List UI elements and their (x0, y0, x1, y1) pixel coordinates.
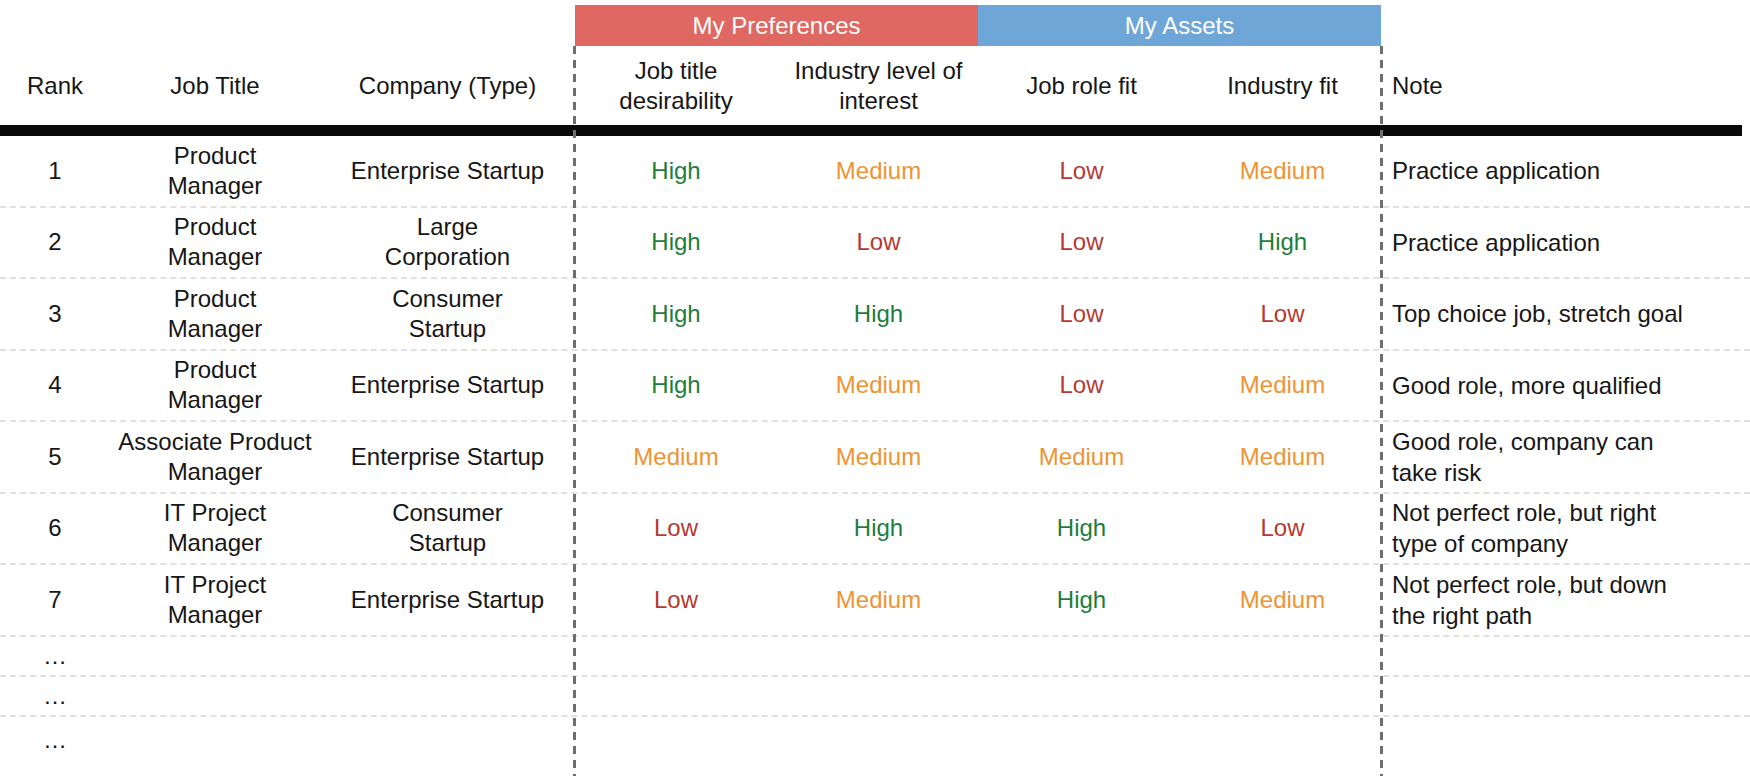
rank-cell: 6 (0, 494, 110, 564)
rank-cell: 1 (0, 136, 110, 206)
industry-fit-cell: Low (1183, 279, 1382, 349)
job-role-fit-cell: Low (980, 208, 1183, 278)
group-header-row: My Preferences My Assets (0, 5, 1750, 46)
rank-cell: 4 (0, 351, 110, 421)
note-cell: Not perfect role, but down the right pat… (1382, 565, 1750, 635)
rank-ellipsis: … (0, 717, 110, 764)
job-ranking-table: My Preferences My Assets Rank Job Title … (0, 0, 1750, 782)
industry-fit-cell: High (1183, 208, 1382, 278)
rank-ellipsis: … (0, 637, 110, 675)
note-cell: Top choice job, stretch goal (1382, 279, 1750, 349)
industry-interest-cell: Medium (777, 422, 980, 492)
table-row: 7 IT Project Manager Enterprise Startup … (0, 565, 1750, 637)
job-title-desirability-cell: High (575, 136, 777, 206)
ellipsis-row: … (0, 717, 1750, 764)
job-title-desirability-cell: Medium (575, 422, 777, 492)
industry-interest-cell: Medium (777, 565, 980, 635)
job-title-cell: IT Project Manager (110, 565, 320, 635)
job-title-cell: IT Project Manager (110, 494, 320, 564)
rank-cell: 2 (0, 208, 110, 278)
job-title-cell: Associate Product Manager (110, 422, 320, 492)
column-header-note: Note (1382, 46, 1750, 125)
industry-interest-cell: High (777, 279, 980, 349)
rank-cell: 3 (0, 279, 110, 349)
job-title-cell: Product Manager (110, 136, 320, 206)
industry-interest-cell: Medium (777, 351, 980, 421)
industry-fit-cell: Medium (1183, 136, 1382, 206)
job-title-desirability-cell: Low (575, 494, 777, 564)
job-title-cell: Product Manager (110, 351, 320, 421)
column-header-job-title-desirability: Job title desirability (575, 46, 777, 125)
company-cell: Consumer Startup (320, 494, 575, 564)
industry-interest-cell: High (777, 494, 980, 564)
job-title-desirability-cell: High (575, 351, 777, 421)
ellipsis-row: … (0, 677, 1750, 717)
table-row: 4 Product Manager Enterprise Startup Hig… (0, 351, 1750, 423)
industry-fit-cell: Medium (1183, 351, 1382, 421)
rank-ellipsis: … (0, 677, 110, 715)
table-row: 5 Associate Product Manager Enterprise S… (0, 422, 1750, 494)
job-title-cell: Product Manager (110, 279, 320, 349)
table-row: 3 Product Manager Consumer Startup High … (0, 279, 1750, 351)
job-role-fit-cell: High (980, 565, 1183, 635)
company-cell: Enterprise Startup (320, 351, 575, 421)
rank-cell: 5 (0, 422, 110, 492)
job-role-fit-cell: Low (980, 136, 1183, 206)
industry-fit-cell: Medium (1183, 422, 1382, 492)
industry-fit-cell: Low (1183, 494, 1382, 564)
preferences-band-label: My Preferences (692, 12, 860, 40)
table-row: 2 Product Manager Large Corporation High… (0, 208, 1750, 280)
note-cell: Practice application (1382, 136, 1750, 206)
preferences-band: My Preferences (575, 5, 978, 46)
column-header-job-title: Job Title (110, 46, 320, 125)
header-divider-rule (0, 125, 1742, 136)
column-header-company: Company (Type) (320, 46, 575, 125)
note-cell: Good role, company can take risk (1382, 422, 1750, 492)
table-row: 1 Product Manager Enterprise Startup Hig… (0, 136, 1750, 208)
dashed-column-separator-right (1380, 46, 1383, 776)
column-header-rank: Rank (0, 46, 110, 125)
company-cell: Enterprise Startup (320, 565, 575, 635)
column-header-job-role-fit: Job role fit (980, 46, 1183, 125)
job-role-fit-cell: Medium (980, 422, 1183, 492)
job-title-cell: Product Manager (110, 208, 320, 278)
column-header-row: Rank Job Title Company (Type) Job title … (0, 46, 1750, 125)
ellipsis-row: … (0, 637, 1750, 677)
rank-cell: 7 (0, 565, 110, 635)
note-cell: Practice application (1382, 208, 1750, 278)
dashed-column-separator-left (573, 46, 576, 776)
table-body: 1 Product Manager Enterprise Startup Hig… (0, 136, 1750, 764)
assets-band: My Assets (978, 5, 1381, 46)
note-cell: Not perfect role, but right type of comp… (1382, 494, 1750, 564)
industry-fit-cell: Medium (1183, 565, 1382, 635)
company-cell: Enterprise Startup (320, 422, 575, 492)
note-cell: Good role, more qualified (1382, 351, 1750, 421)
job-title-desirability-cell: Low (575, 565, 777, 635)
industry-interest-cell: Medium (777, 136, 980, 206)
assets-band-label: My Assets (1125, 12, 1234, 40)
column-header-industry-interest: Industry level of interest (777, 46, 980, 125)
company-cell: Large Corporation (320, 208, 575, 278)
company-cell: Consumer Startup (320, 279, 575, 349)
job-title-desirability-cell: High (575, 208, 777, 278)
job-role-fit-cell: Low (980, 279, 1183, 349)
column-header-industry-fit: Industry fit (1183, 46, 1382, 125)
table-row: 6 IT Project Manager Consumer Startup Lo… (0, 494, 1750, 566)
job-title-desirability-cell: High (575, 279, 777, 349)
industry-interest-cell: Low (777, 208, 980, 278)
job-role-fit-cell: High (980, 494, 1183, 564)
company-cell: Enterprise Startup (320, 136, 575, 206)
job-role-fit-cell: Low (980, 351, 1183, 421)
